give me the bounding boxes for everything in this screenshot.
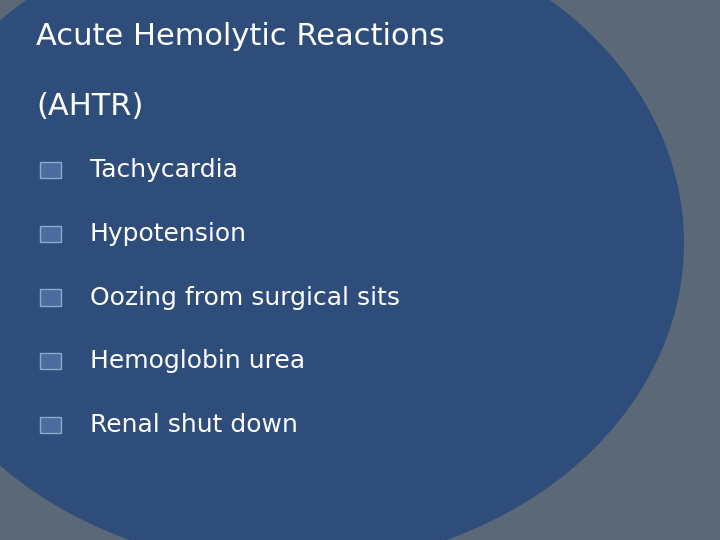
Text: Acute Hemolytic Reactions: Acute Hemolytic Reactions — [36, 22, 445, 51]
Text: (AHTR): (AHTR) — [36, 92, 143, 121]
Ellipse shape — [0, 0, 684, 540]
FancyBboxPatch shape — [40, 289, 61, 306]
FancyBboxPatch shape — [40, 353, 61, 369]
Text: Tachycardia: Tachycardia — [90, 158, 238, 182]
FancyBboxPatch shape — [40, 162, 61, 178]
Text: Oozing from surgical sits: Oozing from surgical sits — [90, 286, 400, 309]
Text: Renal shut down: Renal shut down — [90, 413, 298, 437]
Text: Hypotension: Hypotension — [90, 222, 247, 246]
FancyBboxPatch shape — [40, 417, 61, 433]
Text: Hemoglobin urea: Hemoglobin urea — [90, 349, 305, 373]
FancyBboxPatch shape — [40, 226, 61, 242]
